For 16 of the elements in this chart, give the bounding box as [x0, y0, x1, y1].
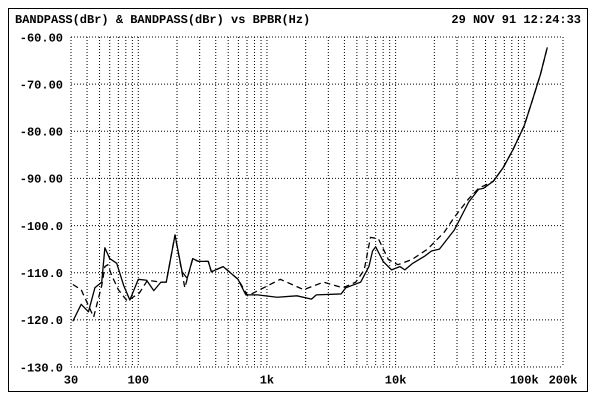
y-tick-label: -70.00 [20, 78, 63, 92]
y-tick-label: -60.00 [20, 31, 63, 46]
x-tick-label: 30 [64, 374, 78, 388]
y-tick-label: -130.0 [20, 361, 63, 376]
y-tick-label: -110.0 [20, 266, 63, 281]
x-tick-label: 100 [127, 374, 150, 388]
x-tick-label: 100k [510, 374, 539, 388]
text: 29 NOV 91 12:24:33 [451, 13, 581, 29]
y-tick-label: -120.0 [20, 314, 63, 328]
y-tick-label: -100.0 [20, 220, 63, 234]
x-tick-label: 200k [548, 374, 578, 388]
y-tick-label: -80.00 [20, 126, 63, 140]
x-tick-label: 1k [260, 374, 274, 388]
chart-title: BANDPASS(dBr) & BANDPASS(dBr) vs BPBR(Hz) [15, 13, 310, 29]
y-tick-label: -90.00 [20, 172, 63, 187]
x-tick-label: 10k [384, 374, 406, 388]
